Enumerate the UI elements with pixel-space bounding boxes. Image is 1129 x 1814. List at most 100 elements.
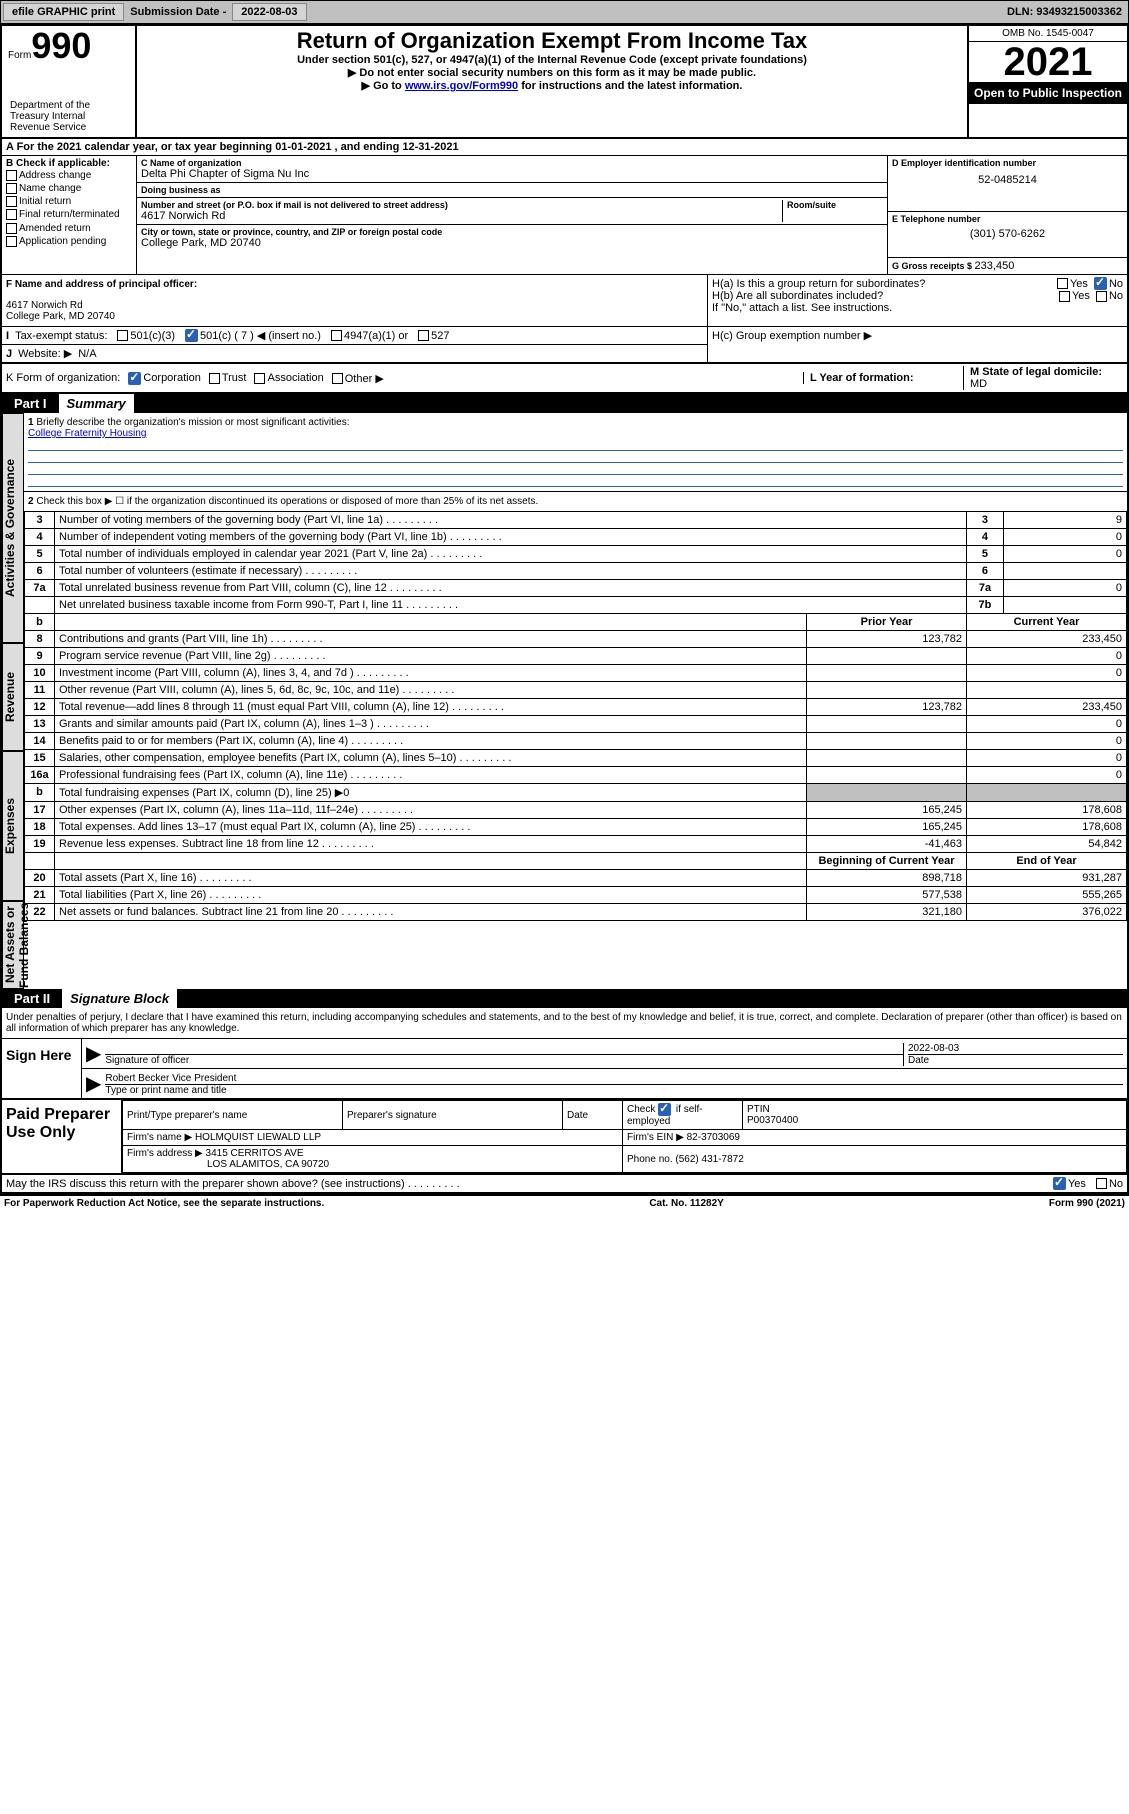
col-f-officer: F Name and address of principal officer:… (2, 275, 707, 326)
corp-checkbox[interactable] (128, 372, 141, 385)
prep-ptin-cell: PTINP00370400 (743, 1101, 1127, 1130)
tax-status-label: Tax-exempt status: (15, 330, 107, 342)
phone-box: E Telephone number (301) 570-6262 (888, 212, 1127, 258)
firm-name-cell: Firm's name ▶ HOLMQUIST LIEWALD LLP (123, 1130, 623, 1146)
colb-checkbox[interactable] (6, 196, 17, 207)
discuss-question: May the IRS discuss this return with the… (6, 1178, 1053, 1190)
prep-date-label: Date (563, 1101, 623, 1130)
yes-label: Yes (1070, 278, 1088, 290)
ein-label: D Employer identification number (892, 158, 1123, 168)
col-b-applicable: B Check if applicable: Address changeNam… (2, 156, 137, 274)
4947-checkbox[interactable] (331, 330, 342, 341)
summary-row: 21Total liabilities (Part X, line 26)577… (25, 887, 1127, 904)
other-checkbox[interactable] (332, 373, 343, 384)
colb-checkbox[interactable] (6, 170, 17, 181)
efile-print-button[interactable]: efile GRAPHIC print (3, 3, 124, 21)
officer-header: F Name and address of principal officer: (6, 279, 703, 290)
firm-phone-cell: Phone no. (562) 431-7872 (623, 1146, 1127, 1173)
row-i-tax-status: I Tax-exempt status: 501(c)(3) 501(c) ( … (2, 327, 707, 345)
col-c-org: C Name of organization Delta Phi Chapter… (137, 156, 887, 274)
form-title: Return of Organization Exempt From Incom… (139, 28, 965, 54)
firm-addr-label: Firm's address ▶ (127, 1148, 203, 1159)
phone-label: E Telephone number (892, 214, 1123, 224)
ein: 52-0485214 (892, 174, 1123, 186)
4947-label: 4947(a)(1) or (344, 330, 408, 342)
501c-checkbox[interactable] (185, 329, 198, 342)
row-klm: K Form of organization: Corporation Trus… (2, 363, 1127, 394)
firm-phone-label: Phone no. (627, 1154, 673, 1165)
discuss-yes-label: Yes (1068, 1178, 1086, 1190)
summary-row: 12Total revenue—add lines 8 through 11 (… (25, 699, 1127, 716)
corp-label: Corporation (143, 372, 200, 384)
colb-checkbox[interactable] (6, 183, 17, 194)
527-checkbox[interactable] (418, 330, 429, 341)
footer-paperwork: For Paperwork Reduction Act Notice, see … (4, 1198, 324, 1209)
summary-row: 3Number of voting members of the governi… (25, 512, 1127, 529)
dba-label: Doing business as (141, 185, 883, 195)
firm-name: HOLMQUIST LIEWALD LLP (195, 1132, 321, 1143)
section-ij: I Tax-exempt status: 501(c)(3) 501(c) ( … (2, 327, 1127, 363)
summary-row: 8Contributions and grants (Part VIII, li… (25, 631, 1127, 648)
website-label: Website: ▶ (18, 347, 72, 360)
officer-addr2: College Park, MD 20740 (6, 311, 703, 322)
ein-box: D Employer identification number 52-0485… (888, 156, 1127, 212)
preparer-table: Print/Type preparer's name Preparer's si… (122, 1100, 1127, 1173)
discuss-no-checkbox[interactable] (1096, 1178, 1107, 1189)
h-b-yes-checkbox[interactable] (1059, 291, 1070, 302)
form-subtitle-3: Go to www.irs.gov/Form990 for instructio… (139, 79, 965, 92)
h-a-yes-checkbox[interactable] (1057, 278, 1068, 289)
colb-option: Address change (6, 169, 132, 182)
form-subtitle-1: Under section 501(c), 527, or 4947(a)(1)… (139, 54, 965, 66)
address-label: Number and street (or P.O. box if mail i… (141, 200, 778, 210)
title-box: Return of Organization Exempt From Incom… (137, 26, 967, 137)
colb-option: Amended return (6, 222, 132, 235)
gross-receipts-box: G Gross receipts $ 233,450 (888, 258, 1127, 274)
summary-row: 17Other expenses (Part IX, column (A), l… (25, 802, 1127, 819)
assoc-checkbox[interactable] (254, 373, 265, 384)
summary-row: 9Program service revenue (Part VIII, lin… (25, 648, 1127, 665)
m-value: MD (970, 378, 987, 390)
form-subtitle-2: Do not enter social security numbers on … (139, 66, 965, 79)
prep-sig-label: Preparer's signature (343, 1101, 563, 1130)
colb-checkbox[interactable] (6, 223, 17, 234)
501c3-checkbox[interactable] (117, 330, 128, 341)
h-b-note: If "No," attach a list. See instructions… (712, 302, 1123, 314)
discuss-no-label: No (1109, 1178, 1123, 1190)
officer-addr1: 4617 Norwich Rd (6, 300, 703, 311)
summary-row: bTotal fundraising expenses (Part IX, co… (25, 784, 1127, 802)
part1-title: Summary (59, 394, 134, 413)
org-name: Delta Phi Chapter of Sigma Nu Inc (141, 168, 883, 180)
colb-checkbox[interactable] (6, 209, 17, 220)
h-a-no-checkbox[interactable] (1094, 277, 1107, 290)
part1-num: Part I (2, 394, 59, 413)
summary-table: 3Number of voting members of the governi… (24, 511, 1127, 921)
vert-activities: Activities & Governance (2, 413, 24, 643)
goto-label: Go to (362, 80, 405, 92)
h-b-no-checkbox[interactable] (1096, 291, 1107, 302)
self-emp-checkbox[interactable] (658, 1103, 671, 1116)
discuss-yes-checkbox[interactable] (1053, 1177, 1066, 1190)
summary-row: 10Investment income (Part VIII, column (… (25, 665, 1127, 682)
firm-name-label: Firm's name ▶ (127, 1132, 192, 1143)
trust-checkbox[interactable] (209, 373, 220, 384)
goto-suffix: for instructions and the latest informat… (518, 80, 742, 92)
irs-link[interactable]: www.irs.gov/Form990 (405, 80, 518, 92)
form-header: Form990 Department of the Treasury Inter… (2, 26, 1127, 139)
prep-self-emp: Check if self-employed (623, 1101, 743, 1130)
footer-cat: Cat. No. 11282Y (649, 1198, 723, 1209)
sig-arrow-icon: ▶ (86, 1041, 101, 1066)
part1-header: Part I Summary (2, 394, 1127, 413)
summary-row: 18Total expenses. Add lines 13–17 (must … (25, 819, 1127, 836)
ptin-label: PTIN (747, 1104, 770, 1115)
col-right-deg: D Employer identification number 52-0485… (887, 156, 1127, 274)
paid-preparer-block: Paid Preparer Use Only Print/Type prepar… (2, 1099, 1127, 1175)
sig-date-label: Date (908, 1054, 1123, 1066)
527-label: 527 (431, 330, 449, 342)
summary-row: 20Total assets (Part X, line 16)898,7189… (25, 870, 1127, 887)
line2-text: Check this box ▶ ☐ if the organization d… (36, 496, 538, 507)
colb-checkbox[interactable] (6, 236, 17, 247)
form-number: 990 (31, 25, 91, 66)
row-a-tax-year: A For the 2021 calendar year, or tax yea… (2, 139, 1127, 156)
firm-ein: 82-3703069 (687, 1132, 740, 1143)
firm-addr2: LOS ALAMITOS, CA 90720 (207, 1159, 329, 1170)
